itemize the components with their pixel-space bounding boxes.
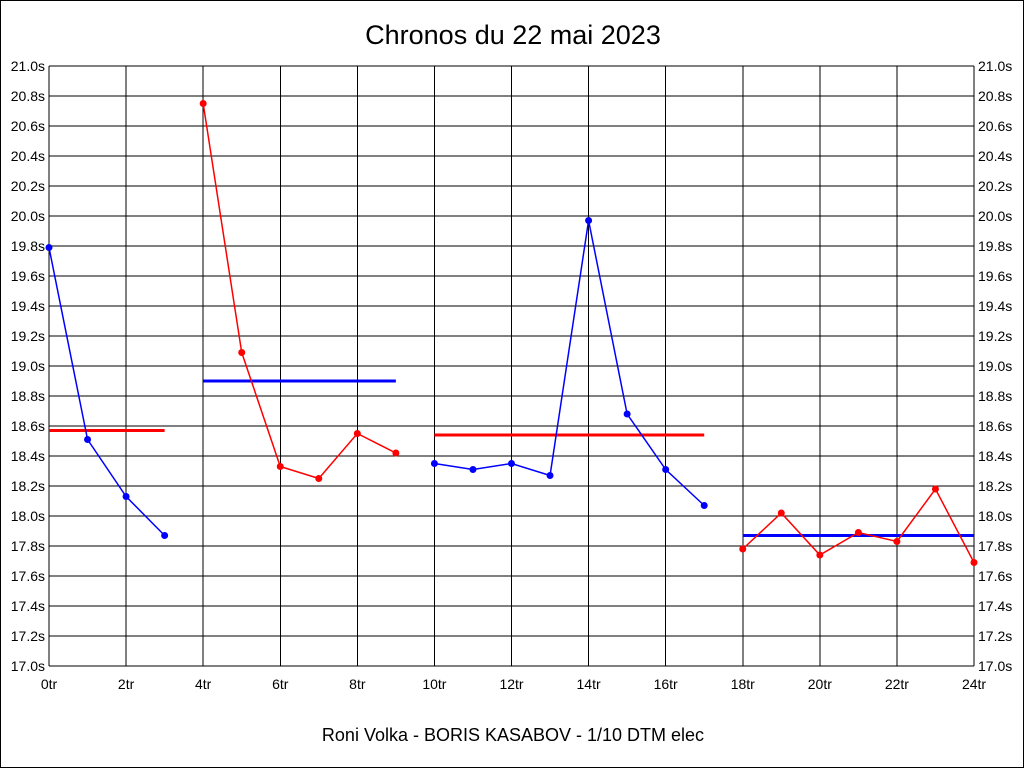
x-tick-label: 0tr bbox=[41, 676, 58, 692]
chart-title: Chronos du 22 mai 2023 bbox=[365, 20, 661, 50]
y-tick-label-right: 18.0s bbox=[978, 508, 1012, 524]
y-tick-label-left: 17.2s bbox=[11, 628, 45, 644]
data-point bbox=[161, 532, 169, 539]
y-tick-label-right: 20.2s bbox=[978, 178, 1012, 194]
data-point bbox=[816, 551, 824, 559]
data-point bbox=[777, 509, 785, 517]
y-tick-label-left: 20.8s bbox=[11, 88, 45, 104]
y-tick-label-left: 19.8s bbox=[11, 238, 45, 254]
y-tick-label-right: 17.4s bbox=[978, 598, 1012, 614]
data-point bbox=[315, 475, 323, 482]
data-point bbox=[276, 463, 284, 470]
y-tick-label-left: 19.6s bbox=[11, 268, 45, 284]
data-point bbox=[84, 436, 92, 443]
y-tick-label-right: 17.0s bbox=[978, 658, 1012, 674]
data-point bbox=[854, 529, 862, 536]
y-tick-label-right: 18.8s bbox=[978, 388, 1012, 404]
x-tick-label: 12tr bbox=[499, 676, 523, 692]
y-tick-label-left: 17.0s bbox=[11, 658, 45, 674]
data-point bbox=[662, 466, 670, 473]
y-tick-label-right: 18.2s bbox=[978, 478, 1012, 494]
y-tick-label-left: 19.0s bbox=[11, 358, 45, 374]
data-point bbox=[546, 472, 554, 479]
y-tick-label-right: 19.6s bbox=[978, 268, 1012, 284]
data-point bbox=[931, 485, 939, 493]
y-tick-label-left: 18.2s bbox=[11, 478, 45, 494]
y-tick-label-right: 19.0s bbox=[978, 358, 1012, 374]
data-point bbox=[585, 217, 593, 224]
y-tick-label-left: 19.2s bbox=[11, 328, 45, 344]
y-tick-label-right: 19.4s bbox=[978, 298, 1012, 314]
data-point bbox=[353, 430, 361, 437]
x-tick-label: 18tr bbox=[731, 676, 755, 692]
y-tick-label-left: 20.6s bbox=[11, 118, 45, 134]
x-tick-label: 8tr bbox=[349, 676, 366, 692]
data-point bbox=[238, 349, 246, 356]
x-tick-label: 22tr bbox=[885, 676, 909, 692]
y-tick-label-right: 19.2s bbox=[978, 328, 1012, 344]
y-tick-label-right: 18.4s bbox=[978, 448, 1012, 464]
data-point bbox=[970, 559, 978, 566]
data-point bbox=[893, 538, 901, 545]
y-tick-label-left: 20.2s bbox=[11, 178, 45, 194]
y-tick-label-right: 20.4s bbox=[978, 148, 1012, 164]
y-tick-label-right: 17.8s bbox=[978, 538, 1012, 554]
x-tick-label: 24tr bbox=[962, 676, 986, 692]
y-tick-label-left: 21.0s bbox=[11, 58, 45, 74]
x-tick-label: 14tr bbox=[577, 676, 601, 692]
y-tick-label-right: 18.6s bbox=[978, 418, 1012, 434]
y-tick-label-left: 19.4s bbox=[11, 298, 45, 314]
series-line bbox=[742, 487, 975, 563]
y-tick-label-left: 18.4s bbox=[11, 448, 45, 464]
y-tick-label-right: 19.8s bbox=[978, 238, 1012, 254]
data-point bbox=[508, 460, 515, 467]
data-point bbox=[199, 100, 207, 107]
data-point bbox=[122, 493, 130, 500]
y-tick-label-right: 20.6s bbox=[978, 118, 1012, 134]
data-point bbox=[430, 460, 438, 467]
x-axis-label: Roni Volka - BORIS KASABOV - 1/10 DTM el… bbox=[322, 725, 704, 745]
data-point bbox=[623, 410, 631, 418]
y-tick-label-left: 20.0s bbox=[11, 208, 45, 224]
data-point bbox=[739, 545, 747, 553]
y-tick-label-right: 17.6s bbox=[978, 568, 1012, 584]
y-tick-label-right: 20.8s bbox=[978, 88, 1012, 104]
data-point bbox=[45, 244, 53, 251]
y-tick-label-left: 18.6s bbox=[11, 418, 45, 434]
y-tick-label-left: 17.4s bbox=[11, 598, 45, 614]
series-line bbox=[48, 247, 166, 537]
series-line bbox=[434, 220, 705, 507]
y-tick-label-left: 18.0s bbox=[11, 508, 45, 524]
x-tick-label: 4tr bbox=[195, 676, 212, 692]
y-tick-label-left: 20.4s bbox=[11, 148, 45, 164]
data-point bbox=[700, 502, 708, 509]
y-tick-label-right: 20.0s bbox=[978, 208, 1012, 224]
y-tick-label-left: 17.6s bbox=[11, 568, 45, 584]
x-tick-label: 10tr bbox=[422, 676, 446, 692]
x-tick-label: 20tr bbox=[808, 676, 832, 692]
series-line bbox=[202, 103, 397, 480]
y-tick-label-right: 17.2s bbox=[978, 628, 1012, 644]
y-tick-label-right: 21.0s bbox=[978, 58, 1012, 74]
y-tick-label-left: 17.8s bbox=[11, 538, 45, 554]
data-point bbox=[392, 449, 400, 457]
y-tick-label-left: 18.8s bbox=[11, 388, 45, 404]
data-point bbox=[469, 466, 477, 473]
x-tick-label: 6tr bbox=[272, 676, 289, 692]
x-tick-label: 16tr bbox=[654, 676, 678, 692]
x-tick-label: 2tr bbox=[118, 676, 135, 692]
